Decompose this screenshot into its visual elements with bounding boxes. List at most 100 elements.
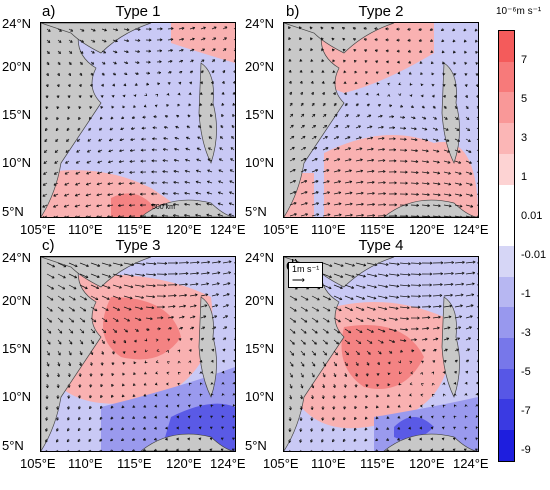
wind-arrow [421, 193, 430, 196]
wind-arrow-head [360, 319, 364, 322]
wind-arrow-head [179, 70, 183, 74]
wind-arrow-head [97, 264, 101, 267]
wind-arrow [443, 327, 451, 330]
wind-arrow-head [374, 49, 378, 53]
wind-arrow-head [154, 415, 157, 419]
wind-arrow [68, 284, 77, 290]
wind-arrow [465, 193, 473, 197]
wind-arrow-head [104, 28, 107, 32]
wind-arrow-head [375, 60, 379, 64]
wind-arrow-head [407, 284, 411, 288]
wind-arrow-head [221, 426, 225, 430]
wind-arrow [200, 294, 209, 297]
wind-arrow [46, 449, 48, 451]
y-tick-label: 5°N [245, 438, 267, 453]
wind-arrow-head [289, 91, 292, 95]
wind-arrow-head [431, 83, 435, 87]
wind-arrow [189, 294, 198, 297]
wind-arrow-head [385, 285, 389, 289]
wind-arrow [454, 138, 460, 142]
wind-arrow-head [420, 404, 423, 408]
wind-arrow [229, 180, 235, 184]
colorbar-tick-label: -0.01 [521, 248, 547, 261]
wind-arrow [421, 182, 430, 185]
wind-arrow [107, 171, 114, 174]
wind-arrow [465, 294, 474, 297]
wind-arrow-head [337, 169, 341, 173]
wind-arrow [121, 449, 125, 451]
wind-arrow-head [325, 136, 328, 139]
wind-arrow-head [293, 308, 297, 312]
wind-arrow-head [349, 169, 352, 173]
wind-arrow-head [389, 104, 393, 108]
wind-arrow-head [369, 125, 373, 129]
wind-arrow-head [159, 38, 163, 42]
wind-arrow-head [360, 158, 363, 162]
wind-arrow-head [400, 104, 404, 108]
wind-arrow-head [431, 415, 434, 419]
wind-arrow-head [198, 114, 202, 118]
wind-arrow-head [290, 124, 294, 128]
wind-arrow [333, 203, 342, 206]
wind-arrow-head [365, 405, 368, 409]
wind-arrow [97, 171, 103, 174]
wind-arrow-head [464, 61, 468, 65]
wind-arrow-head [91, 61, 95, 65]
wind-arrow [311, 328, 318, 334]
wind-arrow [443, 337, 449, 341]
wind-arrow-head [325, 330, 329, 334]
wind-arrow [200, 261, 210, 264]
wind-arrow-head [184, 213, 187, 217]
wind-arrow-head [350, 297, 354, 300]
wind-arrow-head [53, 204, 56, 208]
wind-arrow-head [46, 363, 50, 367]
wind-arrow-head [152, 137, 155, 141]
wind-arrow-head [305, 297, 309, 301]
wind-arrow-head [152, 284, 156, 288]
wind-arrow [218, 169, 224, 173]
wind-arrow [465, 127, 471, 131]
wind-arrow-head [134, 83, 138, 86]
wind-arrow-head [316, 308, 320, 312]
wind-arrow-head [419, 448, 422, 451]
wind-arrow-head [197, 136, 201, 140]
wind-arrow [229, 202, 235, 206]
coastline [383, 199, 478, 217]
wind-arrow [68, 28, 73, 32]
wind-arrow [68, 273, 77, 279]
wind-arrow-head [137, 49, 140, 53]
wind-arrow [46, 339, 51, 345]
wind-arrow-head [470, 204, 474, 208]
wind-arrow-head [153, 115, 157, 119]
wind-arrow-head [406, 317, 409, 321]
wind-arrow-head [221, 404, 225, 408]
wind-arrow-head [350, 213, 353, 217]
wind-arrow-head [162, 192, 165, 196]
wind-arrow-head [464, 50, 467, 54]
wind-arrow-head [440, 261, 444, 265]
colorbar-segment [499, 245, 514, 277]
wind-arrow-head [290, 374, 293, 378]
wind-arrow-head [337, 330, 340, 334]
wind-arrow-head [112, 340, 116, 344]
wind-arrow-head [409, 382, 413, 386]
wind-arrow-head [190, 70, 193, 74]
wind-arrow-head [429, 272, 433, 276]
wind-arrow-head [60, 319, 63, 323]
wind-arrow [112, 284, 122, 289]
wind-arrow-head [110, 427, 114, 431]
y-tick-label: 10°N [245, 155, 275, 170]
wind-arrow [443, 215, 452, 217]
wind-arrow-head [164, 261, 168, 265]
wind-arrow-head [293, 319, 297, 323]
wind-arrow-head [185, 272, 189, 276]
wind-arrow-head [142, 448, 146, 451]
wind-arrow-head [340, 263, 344, 267]
y-tick-label: 24°N [245, 16, 275, 31]
wind-arrow-head [221, 81, 225, 84]
wind-arrow-head [138, 318, 142, 321]
wind-arrow-head [397, 437, 400, 441]
wind-arrow [421, 138, 428, 141]
wind-arrow-head [128, 307, 132, 311]
wind-arrow-head [475, 39, 478, 43]
